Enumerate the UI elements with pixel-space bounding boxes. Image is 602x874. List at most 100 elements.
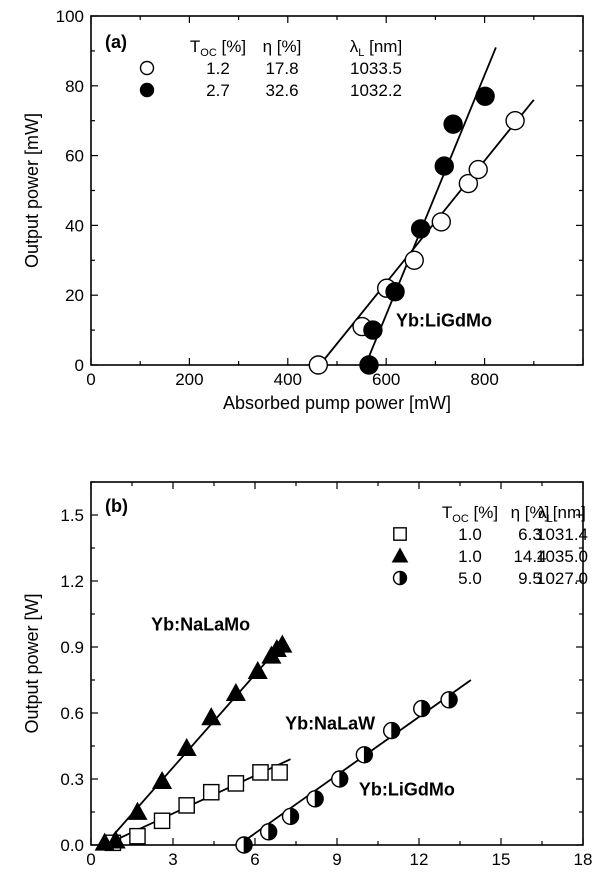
data-point-fill xyxy=(290,807,299,825)
legend-marker xyxy=(392,570,408,586)
data-point-fill xyxy=(339,770,349,788)
y-axis-title: Output power [mW] xyxy=(22,113,42,268)
data-point xyxy=(225,682,246,702)
data-point xyxy=(410,219,431,239)
x-tick-label: 3 xyxy=(168,850,177,869)
data-point xyxy=(247,660,268,680)
legend-header-toc: TOC [%] xyxy=(190,37,246,59)
data-point xyxy=(355,746,374,764)
data-point xyxy=(227,775,245,792)
legend-lambda-value: 1031.4 xyxy=(536,525,588,544)
y-tick-label: 1.2 xyxy=(60,572,84,591)
legend-lambda-value: 1035.0 xyxy=(536,547,588,566)
y-tick-label: 20 xyxy=(65,286,84,305)
legend-eta-value: 9.5 xyxy=(518,569,542,588)
panel-a-chart: 0 200 400 600 800 0 20 40 60 80 100 Absorbed pump p… xyxy=(22,7,584,413)
y-tick-label: 80 xyxy=(65,77,84,96)
x-tick-label: 200 xyxy=(175,370,203,389)
data-point xyxy=(271,764,288,781)
legend-lambda-value: 1033.5 xyxy=(350,59,402,78)
legend-eta-value: 14.4 xyxy=(513,547,546,566)
legend: TOC [%] η [%] λL [nm] 1.2 17.8 1033.5 2.7 32.6 1… xyxy=(139,37,402,100)
data-point xyxy=(272,634,293,653)
x-tick-label: 9 xyxy=(332,850,341,869)
fit-line xyxy=(238,679,472,846)
data-point xyxy=(252,764,269,781)
x-tick-label: 12 xyxy=(410,850,429,869)
x-tick-label: 400 xyxy=(274,370,302,389)
y-tick-label: 0.0 xyxy=(60,836,84,855)
legend-toc-value: 1.0 xyxy=(458,525,482,544)
sample-label: Yb:LiGdMo xyxy=(359,780,455,800)
y-tick-label: 100 xyxy=(56,7,84,26)
data-point xyxy=(235,836,253,854)
legend-toc-value: 5.0 xyxy=(458,569,482,588)
data-point xyxy=(413,699,431,718)
y-tick-label: 0.6 xyxy=(60,704,84,723)
data-point-fill xyxy=(391,722,400,740)
data-point xyxy=(382,721,401,740)
plot-frame xyxy=(90,15,584,366)
data-point xyxy=(440,691,458,709)
legend-header-lambda: λL[nm] xyxy=(538,503,586,525)
legend-toc-value: 1.2 xyxy=(206,59,230,78)
y-tick-label: 40 xyxy=(65,216,84,235)
legend-lambda-value: 1032.2 xyxy=(350,81,402,100)
x-tick-label: 0 xyxy=(86,370,95,389)
legend-lambda-value: 1027.0 xyxy=(536,569,588,588)
y-tick-label: 0 xyxy=(75,356,84,375)
data-point xyxy=(153,812,171,830)
data-point xyxy=(475,86,495,106)
legend-eta-value: 17.8 xyxy=(265,59,298,78)
panel-label: (b) xyxy=(105,496,128,516)
fit-line xyxy=(364,47,497,366)
data-point-fill xyxy=(363,746,373,764)
data-point-fill xyxy=(268,823,277,841)
legend-toc-value: 1.0 xyxy=(458,547,482,566)
legend-eta-value: 6.3 xyxy=(518,525,542,544)
legend-marker xyxy=(139,82,155,98)
x-tick-label: 15 xyxy=(492,850,511,869)
y-tick-label: 0.3 xyxy=(60,770,84,789)
data-point xyxy=(281,807,300,826)
panel-label: (a) xyxy=(105,32,127,52)
data-point xyxy=(505,110,525,131)
data-point xyxy=(202,783,220,801)
x-tick-label: 6 xyxy=(250,850,259,869)
x-tick-label: 18 xyxy=(574,850,593,869)
data-point xyxy=(359,355,379,375)
data-point xyxy=(385,282,405,302)
y-axis-title: Output power [W] xyxy=(22,593,42,733)
y-tick-label: 1.5 xyxy=(60,506,84,525)
legend-header-eta: η [%] xyxy=(511,503,550,522)
data-point-fill xyxy=(421,700,431,718)
legend-marker xyxy=(393,527,407,541)
y-tick-label: 60 xyxy=(65,147,84,166)
data-point xyxy=(431,212,452,232)
x-axis-title: Absorbed pump power [mW] xyxy=(223,393,451,413)
data-point xyxy=(176,737,197,757)
legend-eta-value: 32.6 xyxy=(265,81,298,100)
sample-label: Yb:NaLaW xyxy=(285,714,375,734)
x-tick-label: 0 xyxy=(86,850,95,869)
plot-frame xyxy=(90,481,584,846)
data-point xyxy=(127,801,148,820)
data-point-fill xyxy=(243,836,253,854)
data-point xyxy=(105,830,126,849)
data-point xyxy=(458,173,479,194)
x-tick-label: 800 xyxy=(470,370,498,389)
data-point xyxy=(259,823,278,841)
data-point xyxy=(468,159,488,180)
y-tick-label: 0.9 xyxy=(60,638,84,657)
data-point-fill xyxy=(314,790,324,808)
legend-header-lambda: λL [nm] xyxy=(350,37,402,59)
legend-marker xyxy=(391,547,409,563)
data-point-fill xyxy=(448,691,458,709)
data-point xyxy=(178,797,195,814)
data-point xyxy=(308,355,329,375)
data-point xyxy=(201,707,222,726)
data-point xyxy=(404,250,424,270)
